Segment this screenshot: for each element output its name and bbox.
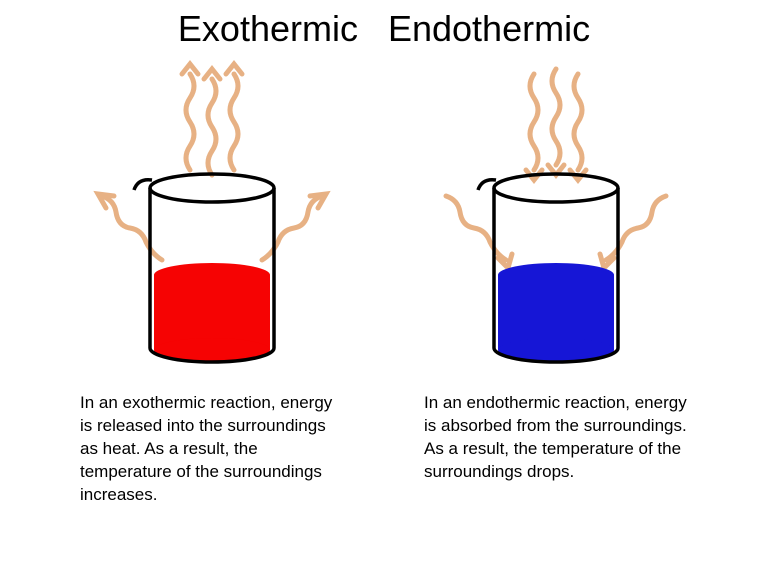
title-endothermic: Endothermic bbox=[388, 8, 590, 50]
panel-exothermic: In an exothermic reaction, energy is rel… bbox=[62, 60, 362, 507]
endo-beaker-area bbox=[426, 60, 686, 380]
title-exothermic: Exothermic bbox=[178, 8, 358, 50]
exo-beaker-area bbox=[82, 60, 342, 380]
exo-beaker-svg bbox=[82, 60, 342, 380]
exo-heat-arrows-icon bbox=[98, 64, 326, 260]
endo-caption: In an endothermic reaction, energy is ab… bbox=[406, 392, 706, 484]
exo-caption: In an exothermic reaction, energy is rel… bbox=[62, 392, 362, 507]
panels-row: In an exothermic reaction, energy is rel… bbox=[0, 60, 768, 507]
endo-heat-arrows-icon bbox=[446, 69, 666, 268]
header-row: Exothermic Endothermic bbox=[0, 0, 768, 50]
panel-endothermic: In an endothermic reaction, energy is ab… bbox=[406, 60, 706, 507]
endo-beaker-svg bbox=[426, 60, 686, 380]
